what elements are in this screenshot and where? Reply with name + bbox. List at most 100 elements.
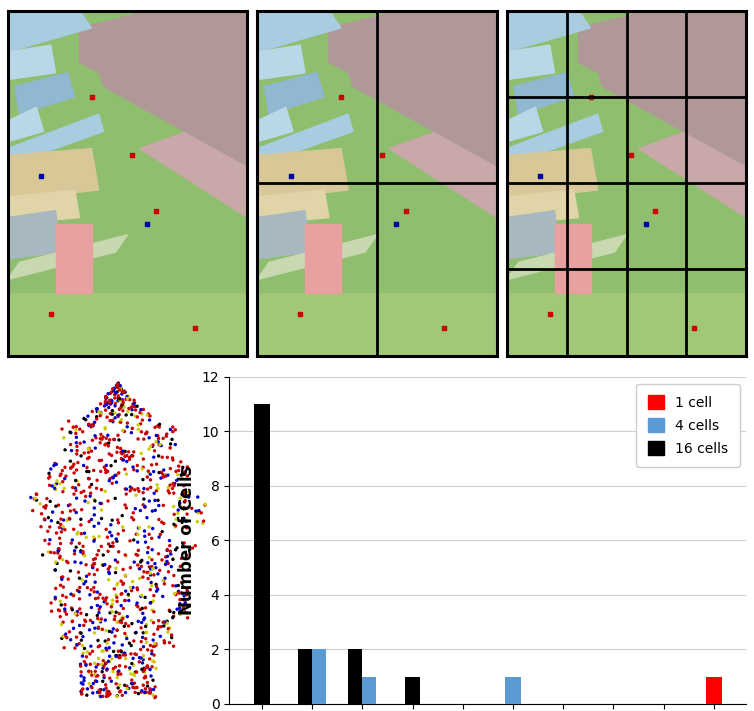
Point — [106, 599, 118, 610]
Bar — [507, 294, 746, 356]
Point — [87, 562, 99, 573]
Point — [119, 387, 131, 398]
Point — [84, 419, 96, 431]
Point — [70, 437, 82, 449]
Point — [131, 465, 143, 476]
Point — [82, 497, 94, 508]
Point — [139, 666, 151, 678]
Point — [75, 686, 87, 697]
Point — [100, 464, 112, 476]
Point — [109, 387, 121, 399]
Point — [94, 437, 106, 449]
Legend: 1 cell, 4 cells, 16 cells: 1 cell, 4 cells, 16 cells — [636, 384, 740, 467]
Point — [169, 424, 181, 435]
Point — [149, 638, 161, 649]
Point — [109, 434, 121, 445]
Point — [45, 597, 57, 609]
Point — [156, 526, 168, 538]
Point — [99, 400, 111, 412]
Point — [126, 404, 138, 415]
Point — [136, 653, 148, 664]
Point — [152, 433, 164, 444]
Point — [75, 504, 87, 515]
Polygon shape — [257, 107, 293, 141]
Point — [103, 395, 115, 406]
Point — [157, 591, 169, 602]
Point — [44, 496, 57, 507]
Point — [78, 413, 90, 424]
Point — [75, 557, 87, 569]
Point — [136, 555, 148, 566]
Point — [101, 663, 113, 675]
Point — [65, 439, 77, 450]
Point — [103, 402, 115, 413]
Point — [171, 542, 183, 554]
Point — [128, 557, 140, 568]
Point — [72, 457, 84, 469]
Point — [176, 587, 188, 599]
Point — [171, 469, 183, 480]
Point — [151, 581, 163, 592]
Point — [135, 643, 147, 655]
Point — [152, 615, 164, 626]
Point — [124, 454, 136, 465]
Polygon shape — [8, 149, 99, 201]
Point — [143, 521, 155, 533]
Point — [127, 507, 139, 518]
Point — [140, 687, 152, 698]
Point — [121, 469, 133, 480]
Point — [115, 600, 127, 611]
Point — [119, 451, 131, 462]
Point — [138, 483, 150, 494]
Point — [110, 469, 122, 481]
Point — [150, 436, 162, 447]
Point — [78, 486, 90, 497]
Point — [164, 545, 176, 557]
Point — [109, 412, 121, 424]
Polygon shape — [329, 11, 497, 149]
Point — [126, 450, 138, 461]
Point — [156, 555, 168, 566]
Point — [131, 584, 143, 595]
Point — [90, 670, 103, 682]
Point — [129, 682, 141, 693]
Point — [140, 619, 152, 630]
Point — [52, 545, 64, 557]
Point — [148, 570, 160, 581]
Point — [66, 445, 78, 456]
Point — [121, 421, 133, 432]
Point — [75, 670, 87, 682]
Point — [97, 624, 109, 635]
Point — [59, 473, 71, 484]
Point — [115, 685, 127, 697]
Point — [168, 508, 180, 520]
Point — [116, 588, 128, 599]
Point — [115, 589, 127, 600]
Point — [119, 483, 131, 495]
Point — [70, 432, 82, 443]
Point — [120, 687, 132, 698]
Point — [126, 423, 138, 434]
Point — [44, 471, 56, 482]
Point — [102, 685, 114, 697]
Point — [181, 515, 193, 526]
Point — [69, 608, 81, 619]
Point — [152, 420, 164, 432]
Point — [100, 592, 112, 604]
Point — [97, 690, 109, 702]
Point — [162, 469, 174, 481]
Point — [71, 639, 83, 651]
Point — [65, 462, 77, 474]
Point — [127, 660, 139, 671]
Point — [51, 479, 63, 490]
Point — [88, 569, 100, 580]
Point — [96, 513, 108, 524]
Point — [100, 679, 112, 690]
Point — [113, 434, 125, 446]
Point — [104, 473, 116, 484]
Point — [162, 626, 174, 638]
Point — [74, 437, 86, 449]
Polygon shape — [507, 210, 559, 259]
Point — [170, 544, 182, 555]
Polygon shape — [91, 11, 247, 166]
